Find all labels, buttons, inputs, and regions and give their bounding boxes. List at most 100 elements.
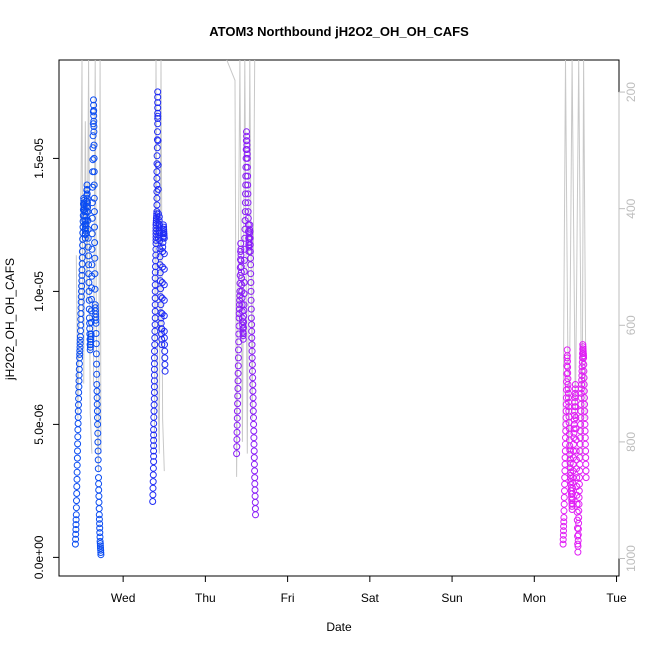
data-point [94, 429, 102, 437]
data-point [233, 428, 241, 436]
data-point [578, 381, 586, 388]
data-point [149, 471, 157, 479]
data-point [158, 341, 166, 349]
data-point [153, 168, 161, 176]
data-point [566, 446, 574, 454]
data-point [90, 117, 98, 125]
data-point [75, 383, 83, 391]
data-point [247, 314, 255, 322]
data-point [248, 347, 256, 355]
data-point [579, 350, 587, 357]
data-point [561, 480, 569, 488]
data-point [76, 336, 84, 344]
y-tick-label: 1.0e-05 [32, 271, 46, 312]
data-point [89, 156, 97, 164]
data-point [97, 549, 105, 556]
data-point [563, 370, 571, 378]
data-point [233, 421, 241, 429]
data-point [83, 190, 91, 198]
y2-line-segment [226, 59, 256, 477]
data-point [580, 387, 588, 395]
data-point [149, 498, 157, 505]
data-point [581, 440, 589, 448]
data-point [244, 199, 252, 207]
data-point [93, 370, 101, 378]
data-point [156, 221, 163, 229]
y2-tick-label: 600 [624, 315, 638, 335]
data-point [84, 203, 92, 211]
data-point [74, 440, 82, 448]
data-point [160, 265, 168, 273]
data-point [71, 540, 79, 548]
x-tick-label: Fri [281, 591, 295, 605]
data-point [240, 290, 248, 298]
data-point [159, 221, 167, 229]
data-point [235, 346, 242, 354]
data-point [157, 285, 165, 293]
data-point [84, 208, 92, 216]
data-point [156, 261, 164, 269]
data-point [150, 431, 158, 439]
data-point [95, 511, 103, 519]
data-point [84, 217, 92, 224]
data-point [582, 467, 590, 475]
data-point [73, 475, 81, 483]
data-point [83, 194, 91, 202]
data-point [246, 228, 254, 236]
data-point [559, 540, 567, 548]
data-point [150, 442, 158, 450]
data-point [577, 427, 584, 435]
data-point [77, 293, 85, 301]
data-point [76, 333, 84, 341]
data-point [241, 256, 249, 264]
data-point [579, 343, 587, 351]
data-point [96, 533, 104, 541]
data-point [561, 487, 568, 495]
data-point [84, 225, 92, 233]
data-point [251, 505, 259, 513]
data-point [248, 361, 256, 368]
data-point [251, 467, 259, 475]
data-point [244, 181, 252, 189]
data-point [572, 436, 580, 444]
data-point [241, 234, 249, 242]
data-point [560, 494, 568, 501]
data-point [561, 447, 569, 455]
x-axis-label: Date [326, 620, 352, 634]
data-point [581, 434, 589, 442]
data-point [244, 214, 252, 222]
data-point [157, 301, 165, 309]
data-point [76, 347, 84, 355]
data-point [72, 516, 80, 524]
data-point [154, 104, 162, 112]
data-point [564, 394, 572, 402]
data-point [575, 480, 583, 488]
data-point [90, 107, 98, 114]
data-point [91, 270, 99, 278]
data-point [154, 99, 162, 107]
data-point [238, 287, 246, 295]
data-point [72, 530, 80, 538]
data-point [151, 327, 159, 335]
data-point [160, 228, 168, 236]
data-point [243, 132, 251, 140]
data-point [151, 341, 159, 349]
y-axis: 0.0e+00 5.0e-06 1.0e-05 1.5e-05 [32, 138, 60, 579]
data-point [251, 492, 259, 500]
data-point [580, 352, 587, 360]
y-tick-label: 0.0e+00 [32, 535, 46, 579]
data-point [74, 420, 82, 427]
data-point [246, 241, 254, 249]
data-point [90, 181, 98, 189]
data-point [234, 385, 242, 392]
data-point [89, 120, 97, 128]
data-point [81, 234, 89, 242]
data-point [154, 128, 161, 136]
data-point [582, 460, 590, 468]
data-point [77, 298, 85, 306]
data-point [93, 381, 101, 388]
data-point [160, 250, 168, 258]
data-point [246, 248, 254, 255]
data-point [581, 407, 589, 415]
